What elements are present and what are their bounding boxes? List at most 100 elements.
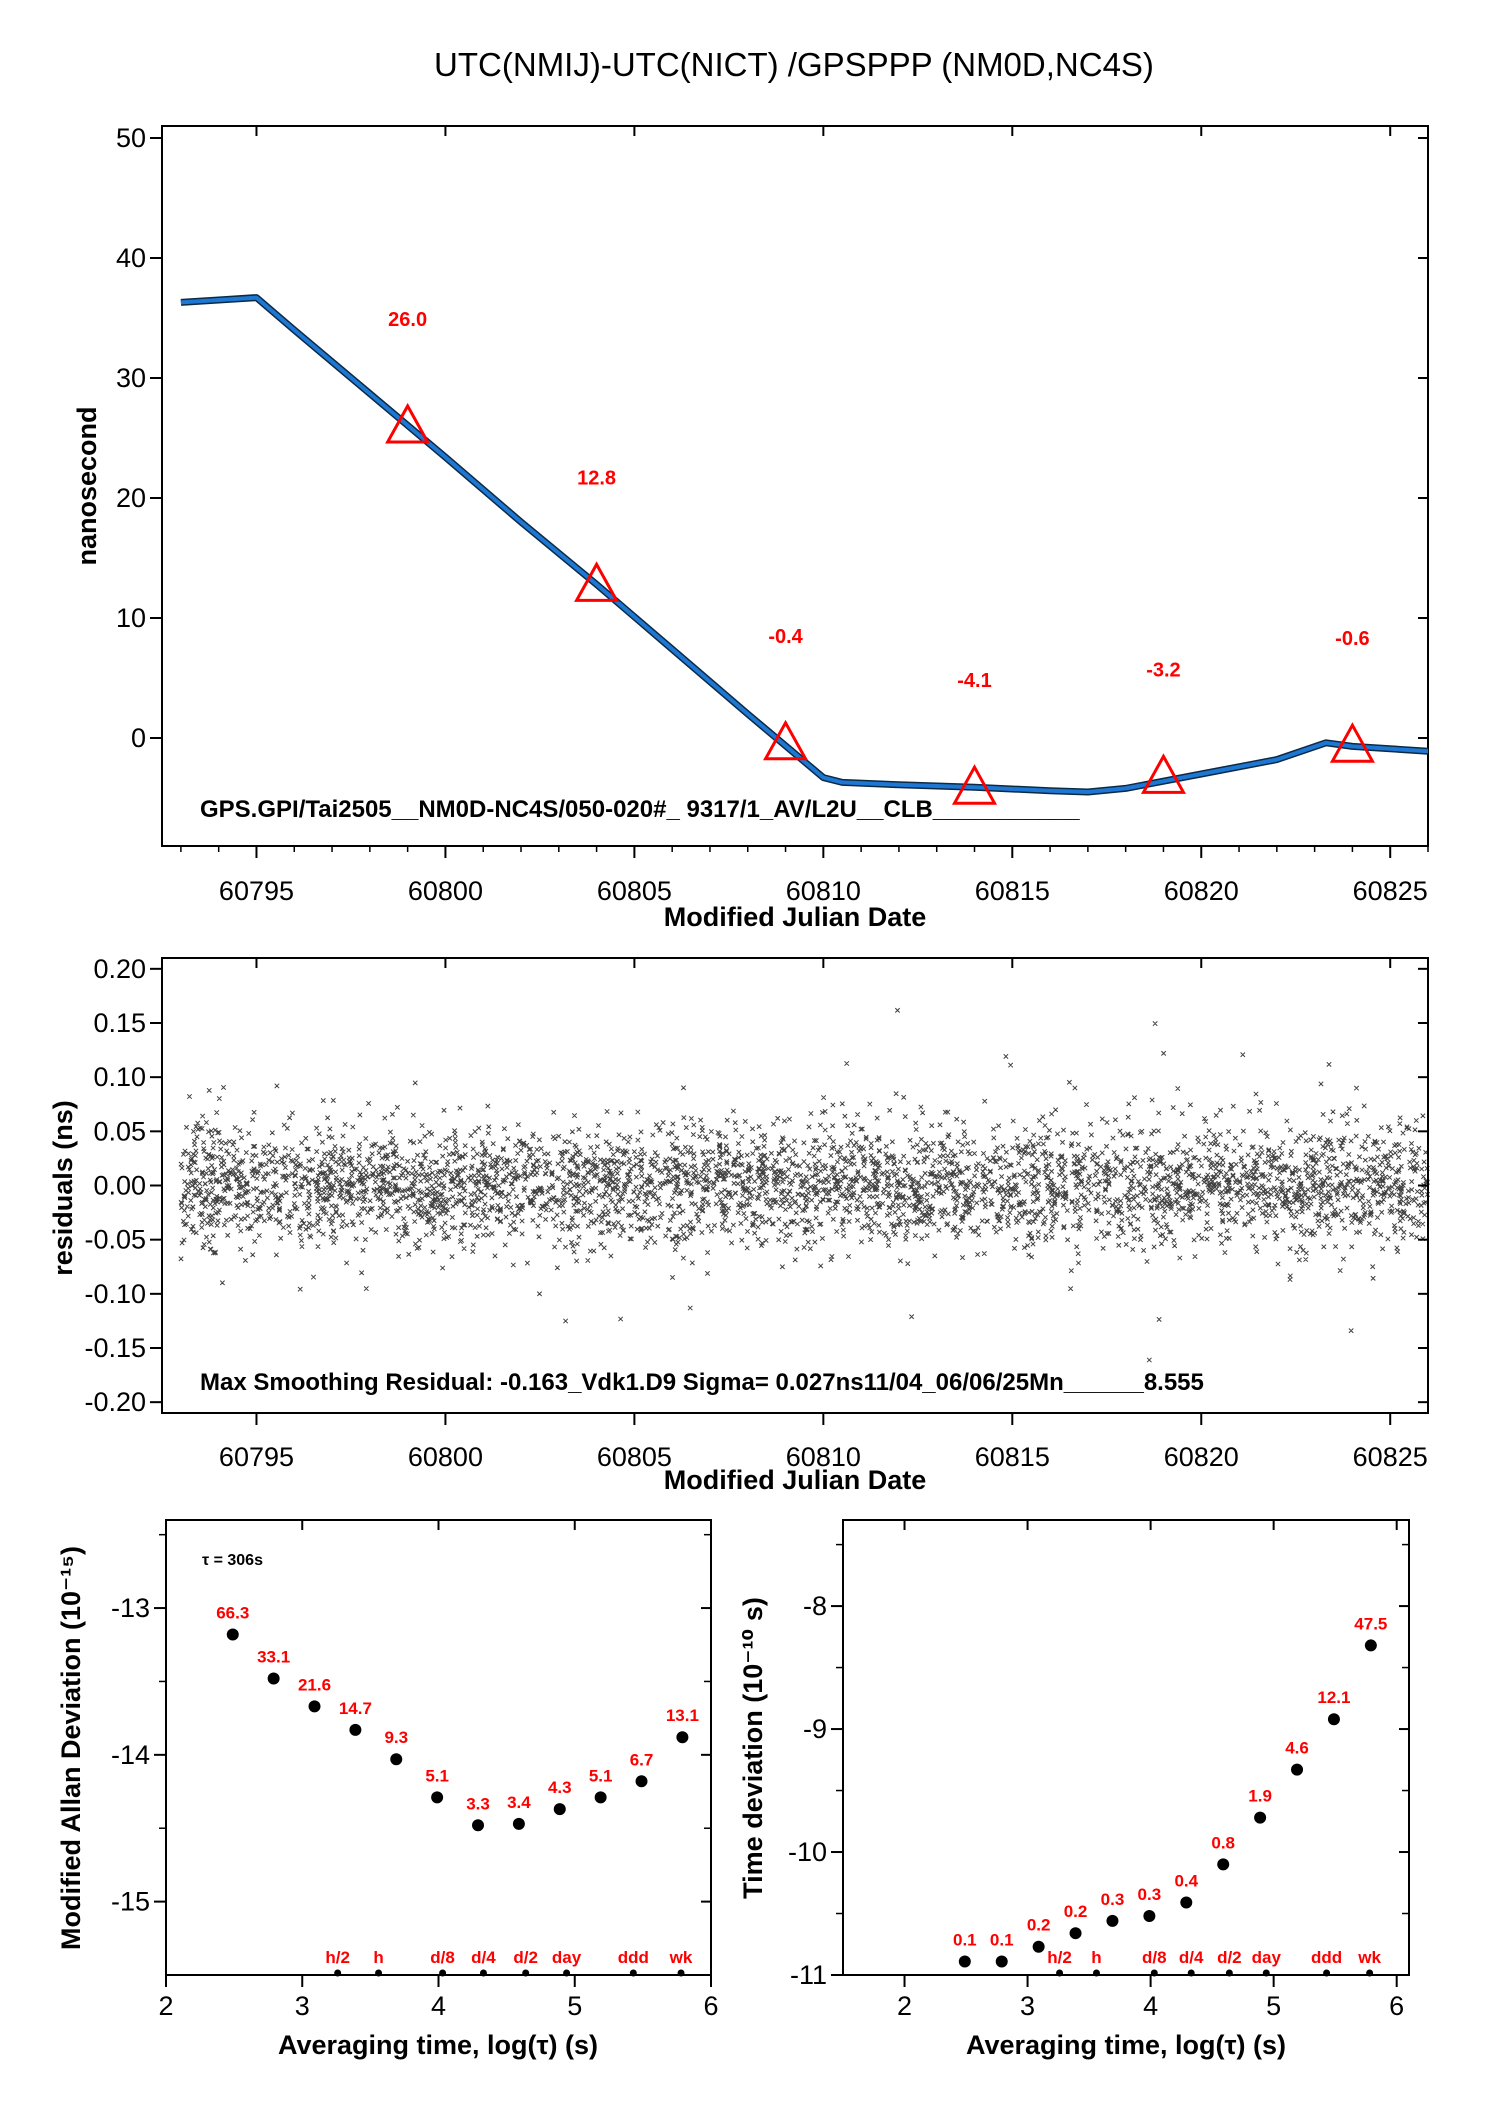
time-marker-label: wk (669, 1948, 693, 1967)
deviation-value-label: 12.1 (1317, 1688, 1350, 1707)
deviation-point (958, 1955, 971, 1968)
y-tick-label: 0.15 (93, 1008, 146, 1038)
time-marker-dot (563, 1969, 571, 1977)
x-tick-label: 60815 (975, 876, 1050, 906)
mdev-x-label: Averaging time, log(τ) (s) (278, 2030, 598, 2060)
time-marker-dot (1323, 1969, 1331, 1977)
x-tick-label: 3 (1020, 1991, 1035, 2021)
residuals-x-label: Modified Julian Date (664, 1465, 927, 1495)
deviation-point (995, 1955, 1008, 1968)
deviation-point (635, 1775, 648, 1788)
y-tick-label: 10 (116, 603, 146, 633)
deviation-point (349, 1723, 362, 1736)
deviation-value-label: 66.3 (216, 1603, 249, 1622)
y-tick-label: 0.10 (93, 1062, 146, 1092)
tdev-ticks: 2 3 4 5 6 -8 -9 -10 -11 (788, 1520, 1409, 2021)
x-tick-label: 60795 (219, 876, 294, 906)
marker-value-label: -4.1 (957, 670, 991, 692)
tdev-points: 0.1 0.1 0.2 0.2 0.3 0.3 0.4 0.8 1.9 4.6 12.1 47.5 h/… (953, 1614, 1387, 1977)
x-tick-label: 6 (703, 1991, 718, 2021)
deviation-point (390, 1753, 403, 1766)
x-tick-label: 60805 (597, 876, 672, 906)
timeseries-frame (161, 125, 1429, 847)
deviation-point (1217, 1858, 1230, 1871)
residuals-annotation: Max Smoothing Residual: -0.163_Vdk1.D9 S… (200, 1369, 1204, 1396)
deviation-point (1364, 1639, 1377, 1652)
deviation-value-label: 0.1 (990, 1930, 1014, 1949)
residuals-y-label: residuals (ns) (48, 1100, 78, 1276)
x-tick-label: 60820 (1164, 876, 1239, 906)
timeseries-markers: 26.0 12.8 -0.4 -4.1 -3.2 -0.6 (385, 309, 1375, 805)
x-tick-label: 60800 (408, 1442, 483, 1472)
y-tick-label: -0.10 (84, 1279, 146, 1309)
tdev-frame (842, 1519, 1410, 1976)
deviation-value-label: 0.3 (1138, 1885, 1162, 1904)
deviation-point (553, 1803, 566, 1816)
deviation-point (1143, 1909, 1156, 1922)
time-marker-dot (375, 1969, 383, 1977)
deviation-value-label: 0.3 (1101, 1890, 1125, 1909)
residuals-panel: 60795 60800 60805 60810 60815 60820 60825 -0.20… (48, 954, 1431, 1495)
x-tick-label: 5 (1266, 1991, 1281, 2021)
time-marker-label: h (373, 1948, 383, 1967)
time-marker-label: day (1252, 1948, 1282, 1967)
mdev-panel: 2 3 4 5 6 -13 -14 -15 66.3 33.1 21.6 14.7 9.3 5.1 3.3… (56, 1519, 719, 2060)
time-marker-label: d/2 (513, 1948, 538, 1967)
time-marker-dot (677, 1969, 685, 1977)
deviation-point (226, 1628, 239, 1641)
y-tick-label: -15 (111, 1887, 150, 1917)
x-tick-label: 5 (567, 1991, 582, 2021)
time-marker-label: h (1091, 1948, 1101, 1967)
x-tick-label: 2 (897, 1991, 912, 2021)
deviation-value-label: 6.7 (630, 1750, 654, 1769)
deviation-value-label: 5.1 (425, 1766, 449, 1785)
time-marker-dot (1056, 1969, 1064, 1977)
deviation-point (1032, 1940, 1045, 1953)
deviation-point (512, 1817, 525, 1830)
triangle-marker (1329, 722, 1375, 763)
time-marker-label: ddd (618, 1948, 649, 1967)
x-tick-label: 60815 (975, 1442, 1050, 1472)
x-tick-label: 4 (431, 1991, 446, 2021)
y-tick-label: -14 (111, 1740, 150, 1770)
x-tick-label: 60800 (408, 876, 483, 906)
x-tick-label: 60805 (597, 1442, 672, 1472)
time-marker-dot (522, 1969, 530, 1977)
deviation-value-label: 5.1 (589, 1766, 613, 1785)
deviation-value-label: 0.1 (953, 1930, 977, 1949)
y-tick-label: 50 (116, 123, 146, 153)
y-tick-label: -0.15 (84, 1333, 146, 1363)
deviation-value-label: 0.8 (1211, 1833, 1235, 1852)
time-marker-dot (439, 1969, 447, 1977)
marker-value-label: 12.8 (577, 467, 616, 489)
x-tick-label: 60795 (219, 1442, 294, 1472)
y-tick-label: -13 (111, 1593, 150, 1623)
deviation-value-label: 3.3 (466, 1794, 490, 1813)
time-marker-dot (1187, 1969, 1195, 1977)
tdev-panel: 2 3 4 5 6 -8 -9 -10 -11 0.1 0.1 0.2 0.2 0.3 0.3 0.4 0.8… (738, 1519, 1410, 2060)
time-marker-dot (1150, 1969, 1158, 1977)
time-marker-dot (1225, 1969, 1233, 1977)
y-tick-label: -9 (803, 1714, 827, 1744)
x-tick-label: 60810 (786, 1442, 861, 1472)
tdev-y-label: Time deviation (10⁻¹⁰ s) (738, 1597, 768, 1899)
time-marker-dot (1366, 1969, 1374, 1977)
deviation-point (594, 1791, 607, 1804)
x-tick-label: 60820 (1164, 1442, 1239, 1472)
deviation-value-label: 0.4 (1174, 1871, 1198, 1890)
deviation-value-label: 4.3 (548, 1778, 572, 1797)
x-tick-label: 60810 (786, 876, 861, 906)
x-tick-label: 6 (1389, 1991, 1404, 2021)
mdev-tau-note: τ = 306s (202, 1552, 263, 1569)
y-tick-label: -0.20 (84, 1387, 146, 1417)
timeseries-annotation: GPS.GPI/Tai2505__NM0D-NC4S/050-020#_ 931… (200, 796, 1080, 823)
deviation-value-label: 9.3 (384, 1728, 408, 1747)
deviation-point (1106, 1914, 1119, 1927)
residuals-ticks: 60795 60800 60805 60810 60815 60820 60825 -0.20… (84, 954, 1428, 1472)
tdev-x-label: Averaging time, log(τ) (s) (966, 2030, 1286, 2060)
mdev-y-label: Modified Allan Deviation (10⁻¹⁵) (56, 1546, 86, 1950)
mdev-points: 66.3 33.1 21.6 14.7 9.3 5.1 3.3 3.4 4.3 5.1 6.7 13.… (216, 1603, 699, 1977)
time-marker-label: d/4 (1179, 1948, 1204, 1967)
series-line-shadow (180, 294, 1429, 796)
y-tick-label: 20 (116, 483, 146, 513)
